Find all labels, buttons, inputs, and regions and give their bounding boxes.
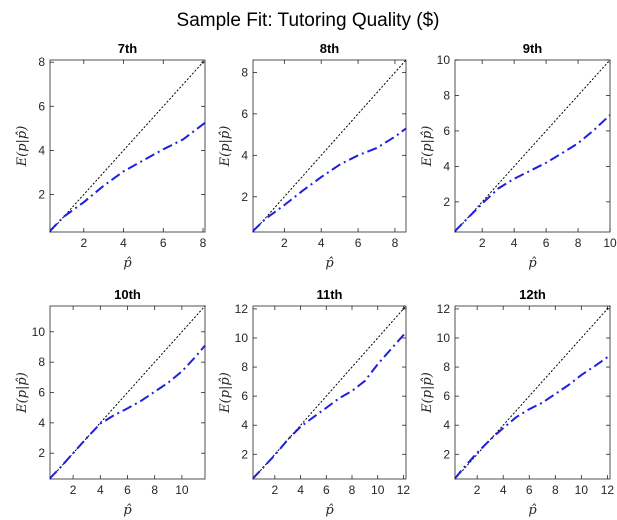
y-tick-label: 2 [38,188,45,202]
x-tick-label: 2 [281,236,288,250]
fit-curve-line [252,127,407,232]
y-axis-label: E(p|p̂) [15,372,30,414]
x-tick-label: 8 [349,483,356,497]
subplot-title: 9th [523,41,543,56]
subplot: 9th 2 4 6 8 10 2 4 6 8 10 p̂ E(p|p̂) [420,41,617,271]
y-tick-label: 10 [32,325,46,339]
x-tick-label: 6 [355,236,362,250]
y-tick-label: 4 [443,418,450,432]
subplot: 12th 2 4 6 8 10 12 2 4 6 8 10 12 p̂ E(p|p̂) [420,287,614,518]
reference-diagonal-line [252,59,407,233]
fit-curve-line [49,122,206,232]
y-tick-label: 8 [38,55,45,69]
fit-curve-line [454,354,611,479]
reference-diagonal-line [49,59,206,233]
y-axis-label: E(p|p̂) [218,372,233,414]
reference-diagonal-line [252,305,407,480]
y-tick-label: 6 [443,389,450,403]
y-tick-label: 6 [443,124,450,138]
x-tick-label: 6 [323,483,330,497]
x-tick-label: 4 [511,236,518,250]
x-tick-label: 6 [526,483,533,497]
y-tick-label: 2 [443,447,450,461]
subplot: 8th 2 4 6 8 2 4 6 8 p̂ E(p|p̂) [218,41,407,271]
x-tick-label: 8 [151,483,158,497]
x-tick-label: 10 [603,236,617,250]
y-tick-label: 8 [241,65,248,79]
x-axis-label: p̂ [528,256,537,271]
fit-curve-line [252,331,407,479]
y-axis-label: E(p|p̂) [420,126,435,168]
subplot: 7th 2 4 6 8 2 4 6 8 p̂ E(p|p̂) [15,41,207,271]
y-tick-label: 8 [38,355,45,369]
subplot-title: 11th [316,287,342,302]
x-tick-label: 6 [124,483,131,497]
plot-area [454,59,611,233]
y-axis-label: E(p|p̂) [420,372,435,414]
x-tick-label: 4 [500,483,507,497]
subplot-title: 12th [519,287,546,302]
y-tick-label: 2 [241,190,248,204]
x-tick-label: 6 [160,236,167,250]
x-tick-label: 8 [575,236,582,250]
subplot-title: 8th [320,41,340,56]
y-tick-label: 4 [38,416,45,430]
x-tick-label: 12 [397,483,411,497]
y-tick-label: 6 [241,389,248,403]
x-axis-label: p̂ [123,256,132,271]
subplot-title: 10th [114,287,141,302]
x-tick-label: 4 [120,236,127,250]
y-axis-label: E(p|p̂) [218,126,233,168]
y-tick-label: 2 [38,446,45,460]
y-tick-label: 6 [38,386,45,400]
y-tick-label: 6 [38,99,45,113]
reference-diagonal-line [454,59,611,233]
x-tick-label: 10 [175,483,189,497]
x-tick-label: 2 [80,236,87,250]
x-tick-label: 10 [575,483,589,497]
subplot: 10th 2 4 6 8 10 2 4 6 8 10 p̂ E(p|p̂) [15,287,206,518]
x-axis-label: p̂ [528,503,537,518]
figure-title: Sample Fit: Tutoring Quality ($) [177,10,440,31]
subplot-title: 7th [118,41,138,56]
reference-diagonal-line [49,305,206,480]
x-tick-label: 8 [200,236,207,250]
y-tick-label: 4 [241,148,248,162]
y-tick-label: 10 [437,53,451,67]
x-tick-label: 4 [297,483,304,497]
x-tick-label: 2 [474,483,481,497]
y-tick-label: 4 [241,418,248,432]
x-tick-label: 4 [97,483,104,497]
x-axis-label: p̂ [123,503,132,518]
reference-diagonal-line [454,305,611,480]
y-tick-label: 6 [241,107,248,121]
y-tick-label: 2 [241,447,248,461]
x-tick-label: 8 [552,483,559,497]
y-tick-label: 8 [241,360,248,374]
x-tick-label: 2 [272,483,279,497]
y-tick-label: 10 [437,331,451,345]
y-tick-label: 8 [443,88,450,102]
y-tick-label: 12 [235,302,249,316]
x-tick-label: 4 [318,236,325,250]
x-tick-label: 12 [601,483,615,497]
fit-curve-line [49,344,206,479]
y-tick-label: 2 [443,195,450,209]
subplots-container: 7th 2 4 6 8 2 4 6 8 p̂ E(p|p̂) 8th 2 4 6 8 2 4 6 8 p̂ E(p|p̂)… [15,41,617,518]
y-tick-label: 4 [38,143,45,157]
x-axis-label: p̂ [325,256,334,271]
subplot: 11th 2 4 6 8 10 12 2 4 6 8 10 12 p̂ E(p|p̂) [218,287,410,518]
x-tick-label: 8 [392,236,399,250]
x-tick-label: 2 [70,483,77,497]
y-tick-label: 4 [443,159,450,173]
y-axis-label: E(p|p̂) [15,126,30,168]
y-tick-label: 10 [235,331,249,345]
y-tick-label: 12 [437,302,451,316]
x-axis-label: p̂ [325,503,334,518]
y-tick-label: 8 [443,360,450,374]
x-tick-label: 10 [371,483,385,497]
x-tick-label: 6 [543,236,550,250]
x-tick-label: 2 [479,236,486,250]
